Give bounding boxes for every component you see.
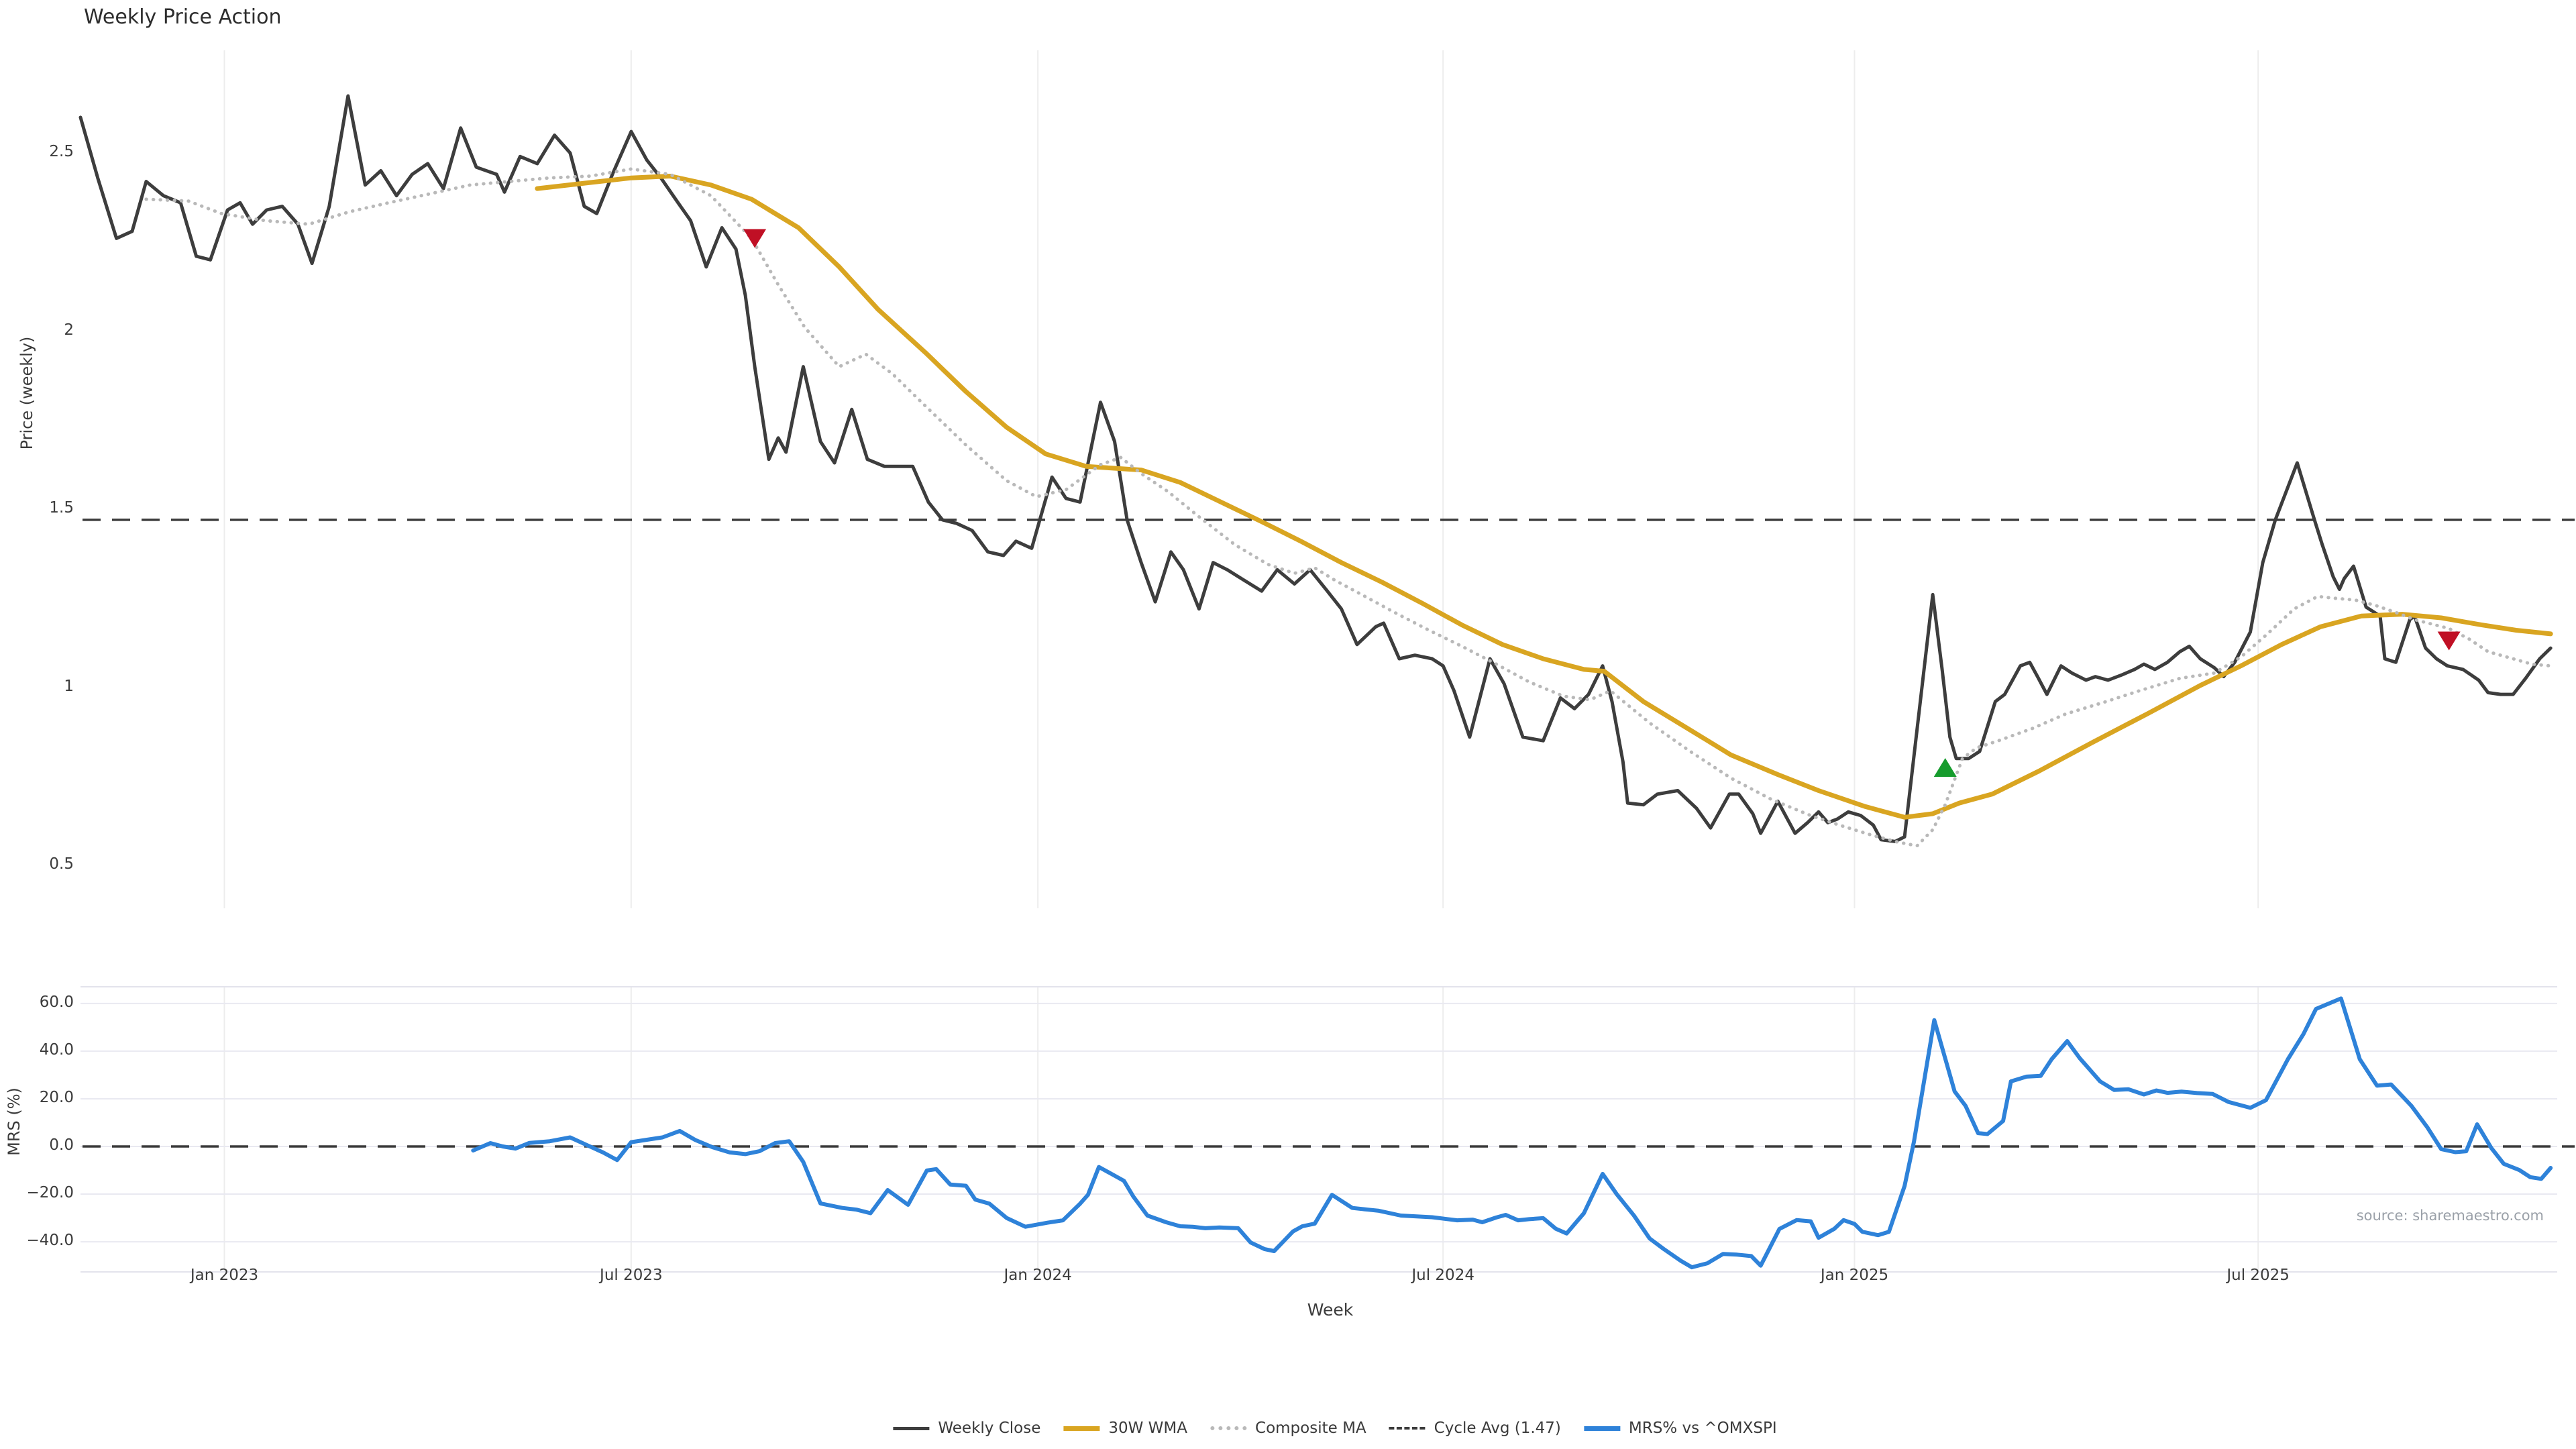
mrs-tick: 20.0 bbox=[39, 1088, 74, 1106]
legend-item: Composite MA bbox=[1210, 1419, 1366, 1437]
price-tick: 0.5 bbox=[49, 855, 74, 873]
mrs-tick: 60.0 bbox=[39, 993, 74, 1011]
x-tick: Jan 2024 bbox=[1004, 1267, 1072, 1284]
mrs-tick: −20.0 bbox=[26, 1184, 74, 1202]
legend-swatch-solid bbox=[1063, 1426, 1100, 1431]
chart-title: Weekly Price Action bbox=[84, 5, 282, 29]
legend-swatch-dotted bbox=[1210, 1426, 1247, 1430]
x-tick: Jan 2023 bbox=[190, 1267, 259, 1284]
sell-signal-2-marker bbox=[2437, 631, 2461, 651]
x-tick: Jul 2024 bbox=[1411, 1267, 1474, 1284]
30w-wma-line bbox=[535, 174, 2553, 820]
mrs-tick: 40.0 bbox=[39, 1040, 74, 1059]
legend-label: 30W WMA bbox=[1108, 1419, 1188, 1437]
x-axis-label: Week bbox=[1307, 1300, 1354, 1320]
price-tick: 2.5 bbox=[49, 143, 74, 160]
legend-item: 30W WMA bbox=[1063, 1419, 1187, 1437]
legend-item: MRS% vs ^OMXSPI bbox=[1583, 1419, 1777, 1437]
buy-signal-1-marker bbox=[1933, 757, 1957, 777]
source-credit: source: sharemaestro.com bbox=[2356, 1208, 2544, 1224]
composite-ma-line bbox=[144, 167, 2553, 848]
price-axis-label: Price (weekly) bbox=[17, 336, 36, 450]
price-tick: 1 bbox=[64, 677, 74, 695]
price-tick: 1.5 bbox=[49, 499, 74, 517]
legend-swatch-dashed bbox=[1389, 1427, 1426, 1430]
legend-label: MRS% vs ^OMXSPI bbox=[1628, 1419, 1777, 1437]
legend-label: Weekly Close bbox=[938, 1419, 1041, 1437]
sell-signal-1-marker bbox=[743, 229, 767, 248]
chart-legend: Weekly Close 30W WMA Composite MA Cycle Avg… bbox=[893, 1419, 1777, 1437]
mrs-tick: −40.0 bbox=[26, 1232, 74, 1250]
legend-swatch-solid bbox=[1583, 1426, 1620, 1431]
mrs-tick: 0.0 bbox=[49, 1136, 74, 1154]
legend-label: Composite MA bbox=[1255, 1419, 1366, 1437]
x-tick: Jul 2023 bbox=[600, 1267, 663, 1284]
price-tick: 2 bbox=[64, 321, 74, 339]
x-tick: Jul 2025 bbox=[2226, 1267, 2290, 1284]
mrs-vs-omxspi-line bbox=[471, 996, 2553, 1270]
x-tick: Jan 2025 bbox=[1820, 1267, 1889, 1284]
weekly-close-line bbox=[78, 94, 2553, 843]
legend-swatch-solid bbox=[893, 1426, 930, 1430]
legend-label: Cycle Avg (1.47) bbox=[1434, 1419, 1561, 1437]
legend-item: Cycle Avg (1.47) bbox=[1389, 1419, 1561, 1437]
legend-item: Weekly Close bbox=[893, 1419, 1040, 1437]
